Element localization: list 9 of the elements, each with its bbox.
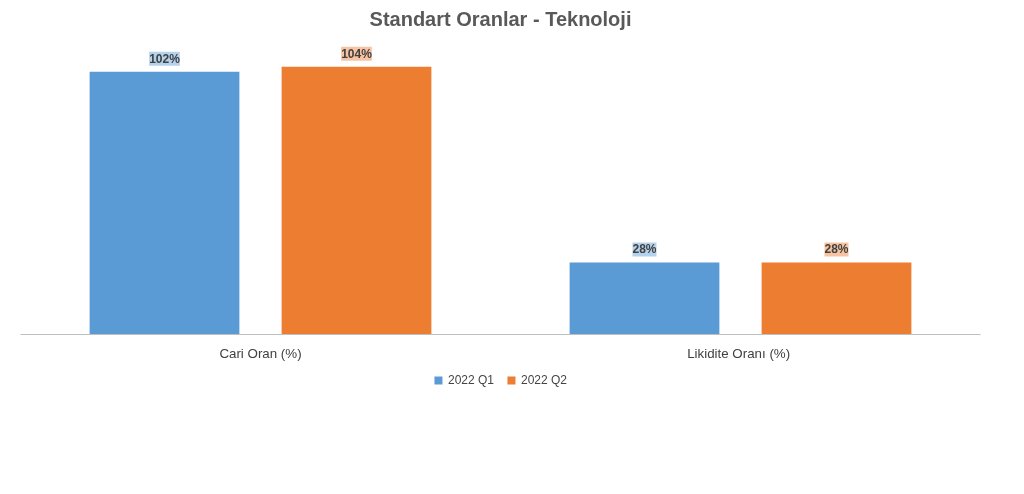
data-label: 28% [632, 242, 657, 257]
legend-label: 2022 Q1 [447, 373, 494, 387]
x-tick-label: Likidite Oranı (%) [687, 345, 791, 361]
data-label: 28% [824, 242, 849, 257]
x-tick-label: Cari Oran (%) [219, 345, 302, 361]
legend-label: 2022 Q2 [521, 373, 568, 387]
data-label: 104% [341, 46, 373, 61]
chart-title: Standart Oranlar - Teknoloji [369, 7, 632, 30]
data-label: 102% [149, 51, 181, 66]
